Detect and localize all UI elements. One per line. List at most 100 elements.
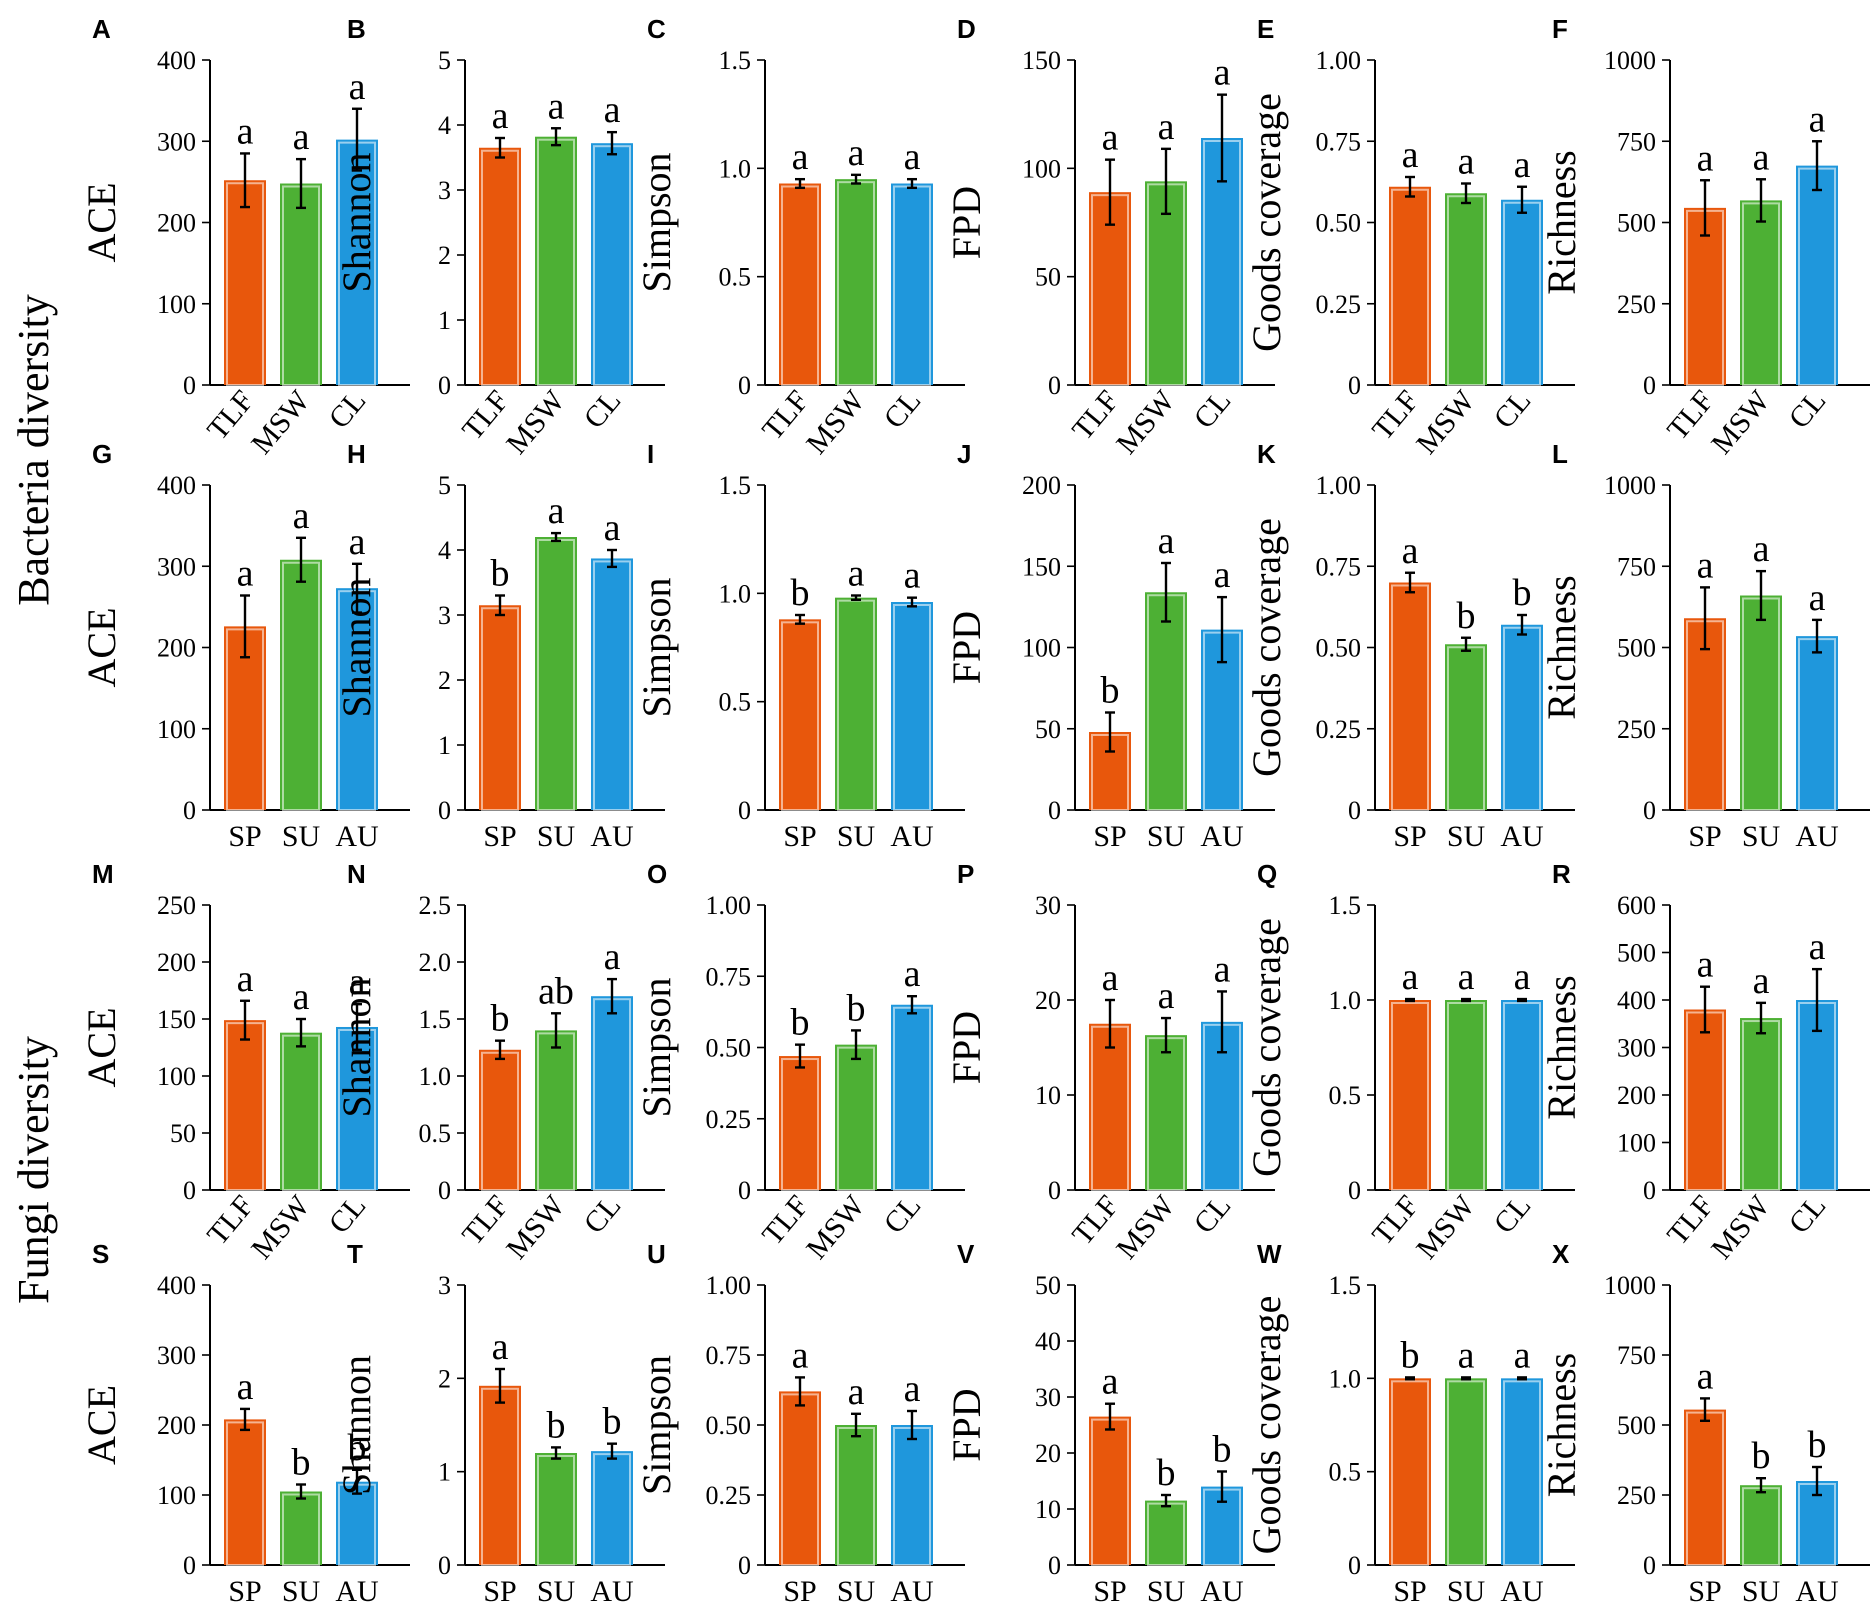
sig-letter-s-2: b: [348, 1427, 367, 1469]
sig-letter-e-2: a: [1514, 144, 1531, 186]
bar-i-sp: [779, 619, 821, 810]
category-label-u-0: SP: [783, 1575, 816, 1608]
y-tick-label-o-0: 0: [738, 1176, 751, 1205]
sig-letter-w-2: a: [1514, 1334, 1531, 1376]
bar-highlight-w-1: [1447, 1380, 1485, 1567]
sig-letter-g-0: a: [237, 553, 254, 595]
bar-v-su: [1145, 1500, 1187, 1565]
sig-letter-c-2: a: [904, 136, 921, 178]
bar-u-su: [835, 1425, 877, 1565]
y-tick-label-j-0: 0: [1048, 796, 1061, 825]
sig-letter-m-0: a: [237, 958, 254, 1000]
y-tick-label-q-1: 0.5: [1329, 1081, 1362, 1110]
y-axis-label-v: FPD: [944, 1388, 989, 1461]
sig-letter-f-2: a: [1809, 98, 1826, 140]
sig-letter-v-2: b: [1213, 1428, 1232, 1470]
bar-q-msw: [1445, 1000, 1487, 1190]
category-label-f-2: CL: [1782, 384, 1832, 435]
sig-letter-t-0: a: [492, 1326, 509, 1368]
y-tick-label-h-4: 4: [438, 536, 451, 565]
category-label-a-1: MSW: [245, 384, 317, 461]
category-label-l-0: SP: [1688, 820, 1721, 853]
y-tick-label-g-1: 100: [157, 715, 196, 744]
y-tick-label-n-4: 2.0: [419, 948, 452, 977]
category-label-h-0: SP: [483, 820, 516, 853]
y-tick-label-n-5: 2.5: [419, 891, 452, 920]
category-label-v-2: AU: [1200, 1575, 1244, 1608]
panel-letter-d: D: [957, 14, 976, 44]
category-label-g-2: AU: [335, 820, 379, 853]
bar-s-au: [336, 1481, 378, 1565]
panel-w: W Goods coverage 0 0.5 1.0 1.5 b SP a SU a AU: [1244, 1239, 1575, 1608]
y-tick-label-x-4: 1000: [1604, 1271, 1656, 1300]
panel-letter-l: L: [1552, 439, 1568, 469]
y-tick-label-b-3: 3: [438, 176, 451, 205]
y-axis-label-k: Goods coverage: [1244, 518, 1289, 777]
bar-t-su: [535, 1453, 577, 1565]
y-tick-label-k-4: 1.00: [1316, 471, 1362, 500]
bar-highlight-w-0: [1391, 1380, 1429, 1567]
bar-w-su: [1445, 1378, 1487, 1565]
category-label-s-0: SP: [228, 1575, 261, 1608]
bar-b-msw: [535, 136, 577, 385]
sig-letter-l-2: a: [1809, 577, 1826, 619]
y-tick-label-f-4: 1000: [1604, 46, 1656, 75]
bar-p-msw: [1145, 1035, 1187, 1190]
y-tick-label-m-4: 200: [157, 948, 196, 977]
bar-u-sp: [779, 1391, 821, 1565]
sig-letter-r-2: a: [1809, 926, 1826, 968]
y-tick-label-d-0: 0: [1048, 371, 1061, 400]
y-tick-label-g-3: 300: [157, 552, 196, 581]
y-axis-label-t: Shannon: [334, 1355, 379, 1495]
sig-letter-f-1: a: [1753, 136, 1770, 178]
y-axis-label-i: Simpson: [634, 577, 679, 717]
y-tick-label-r-2: 200: [1617, 1081, 1656, 1110]
y-tick-label-l-2: 500: [1617, 634, 1656, 663]
y-tick-label-b-5: 5: [438, 46, 451, 75]
y-axis-label-u: Simpson: [634, 1355, 679, 1495]
sig-letter-a-0: a: [237, 110, 254, 152]
category-label-f-1: MSW: [1705, 384, 1777, 461]
y-axis-label-h: Shannon: [334, 578, 379, 718]
y-tick-label-i-3: 1.5: [719, 471, 752, 500]
y-tick-label-q-2: 1.0: [1329, 986, 1362, 1015]
category-label-m-2: CL: [322, 1189, 372, 1240]
y-tick-label-o-2: 0.50: [706, 1034, 752, 1063]
sig-letter-h-1: a: [548, 490, 565, 532]
sig-letter-q-1: a: [1458, 956, 1475, 998]
sig-letter-h-2: a: [604, 507, 621, 549]
bar-q-tlf: [1389, 1000, 1431, 1190]
bar-highlight-q-0: [1391, 1002, 1429, 1191]
panel-s: S ACE 0 100 200 300 400 a SP b SU b AU: [79, 1239, 410, 1608]
y-axis-label-q: Goods coverage: [1244, 918, 1289, 1177]
row-label-bacteria: Bacteria diversity: [9, 294, 58, 606]
sig-letter-j-1: a: [1158, 520, 1175, 562]
bar-j-su: [1145, 592, 1187, 810]
sig-letter-p-2: a: [1214, 948, 1231, 990]
sig-letter-o-0: b: [791, 1002, 810, 1044]
category-label-c-2: CL: [877, 384, 927, 435]
sig-letter-m-1: a: [293, 976, 310, 1018]
category-label-i-2: AU: [890, 820, 934, 853]
sig-letter-a-2: a: [349, 66, 366, 108]
y-axis-label-m: ACE: [79, 1008, 124, 1088]
sig-letter-m-2: a: [349, 961, 366, 1003]
y-tick-label-h-5: 5: [438, 471, 451, 500]
y-tick-label-m-1: 50: [170, 1119, 196, 1148]
y-tick-label-b-4: 4: [438, 111, 451, 140]
y-tick-label-q-0: 0: [1348, 1176, 1361, 1205]
y-axis-label-a: ACE: [79, 183, 124, 263]
sig-letter-i-1: a: [848, 553, 865, 595]
panels-container: AACE0100200300400aTLFaMSWaCLBShannon0123…: [79, 14, 1870, 1608]
category-label-r-2: CL: [1782, 1189, 1832, 1240]
bar-x-su: [1740, 1485, 1782, 1565]
panel-letter-f: F: [1552, 14, 1568, 44]
y-tick-label-d-3: 150: [1022, 46, 1061, 75]
category-label-u-1: SU: [837, 1575, 876, 1608]
y-tick-label-l-0: 0: [1643, 796, 1656, 825]
y-tick-label-d-2: 100: [1022, 154, 1061, 183]
y-tick-label-g-2: 200: [157, 634, 196, 663]
bar-n-tlf: [479, 1049, 521, 1190]
